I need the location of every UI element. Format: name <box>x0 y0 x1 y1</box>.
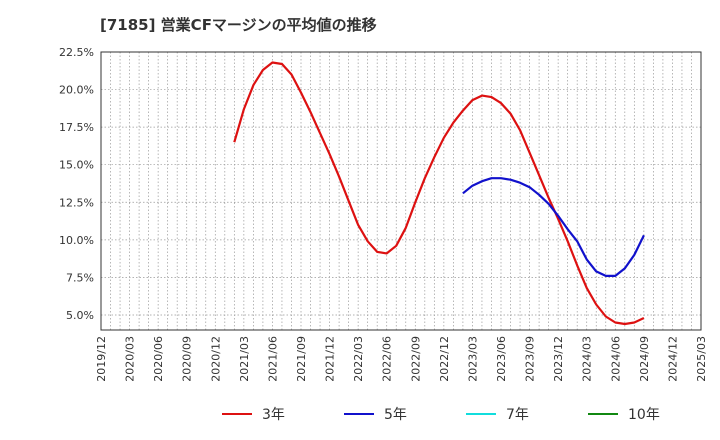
x-tick-label: 2022/03 <box>352 336 365 382</box>
x-tick-label: 2021/09 <box>295 336 308 382</box>
x-tick-label: 2020/03 <box>124 336 137 382</box>
series-line-0 <box>233 61 645 326</box>
y-tick-label: 10.0% <box>59 234 94 247</box>
y-tick-label: 15.0% <box>59 159 94 172</box>
x-tick-label: 2020/09 <box>181 336 194 382</box>
x-tick-label: 2024/12 <box>666 336 679 382</box>
legend-label-5y: 5年 <box>384 407 407 423</box>
y-tick-label: 20.0% <box>59 84 94 97</box>
x-tick-label: 2023/12 <box>552 336 565 382</box>
legend: 3年 5年 7年 10年 <box>222 404 710 424</box>
x-tick-label: 2020/06 <box>152 336 165 382</box>
chart-title: [7185] 営業CFマージンの平均値の推移 <box>100 16 377 34</box>
x-tick-label: 2023/06 <box>495 336 508 382</box>
plot-background <box>101 52 701 330</box>
plot-border <box>100 51 702 331</box>
y-tick-label: 17.5% <box>59 121 94 134</box>
legend-swatch-3y <box>222 413 252 415</box>
x-tick-label: 2021/03 <box>238 336 251 382</box>
x-tick-label: 2023/09 <box>524 336 537 382</box>
x-tick-label: 2025/03 <box>695 336 708 382</box>
series-line-1 <box>462 177 645 277</box>
legend-item-5y: 5年 <box>344 404 466 424</box>
legend-label-3y: 3年 <box>262 407 285 423</box>
x-tick-label: 2022/12 <box>438 336 451 382</box>
x-tick-label: 2023/03 <box>466 336 479 382</box>
legend-swatch-5y <box>344 413 374 415</box>
y-tick-label: 7.5% <box>66 271 94 284</box>
y-tick-label: 22.5% <box>59 46 94 59</box>
y-tick-label: 12.5% <box>59 196 94 209</box>
x-tick-label: 2020/12 <box>209 336 222 382</box>
legend-item-3y: 3年 <box>222 404 344 424</box>
legend-item-7y: 7年 <box>466 404 588 424</box>
x-tick-label: 2019/12 <box>95 336 108 382</box>
legend-label-10y: 10年 <box>628 407 660 423</box>
x-tick-label: 2024/09 <box>638 336 651 382</box>
legend-item-10y: 10年 <box>588 404 710 424</box>
x-tick-label: 2021/12 <box>324 336 337 382</box>
x-tick-label: 2021/06 <box>266 336 279 382</box>
x-tick-label: 2022/09 <box>409 336 422 382</box>
x-tick-label: 2024/03 <box>581 336 594 382</box>
x-tick-label: 2022/06 <box>381 336 394 382</box>
y-tick-label: 5.0% <box>66 309 94 322</box>
legend-label-7y: 7年 <box>506 407 529 423</box>
legend-swatch-10y <box>588 413 618 415</box>
x-tick-label: 2024/06 <box>609 336 622 382</box>
legend-swatch-7y <box>466 413 496 415</box>
